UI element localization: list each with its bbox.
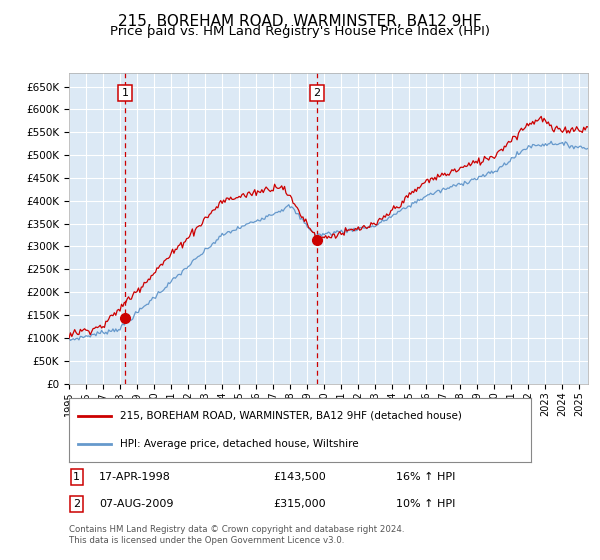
Text: £315,000: £315,000 bbox=[273, 499, 326, 509]
Text: 2: 2 bbox=[73, 499, 80, 509]
Text: 1: 1 bbox=[73, 472, 80, 482]
Text: 1: 1 bbox=[121, 88, 128, 98]
Text: Price paid vs. HM Land Registry's House Price Index (HPI): Price paid vs. HM Land Registry's House … bbox=[110, 25, 490, 38]
Text: 215, BOREHAM ROAD, WARMINSTER, BA12 9HF (detached house): 215, BOREHAM ROAD, WARMINSTER, BA12 9HF … bbox=[120, 410, 461, 421]
Text: 17-APR-1998: 17-APR-1998 bbox=[99, 472, 171, 482]
Text: 07-AUG-2009: 07-AUG-2009 bbox=[99, 499, 173, 509]
Text: 10% ↑ HPI: 10% ↑ HPI bbox=[396, 499, 455, 509]
Text: 215, BOREHAM ROAD, WARMINSTER, BA12 9HF: 215, BOREHAM ROAD, WARMINSTER, BA12 9HF bbox=[118, 14, 482, 29]
Text: 2: 2 bbox=[314, 88, 320, 98]
Text: HPI: Average price, detached house, Wiltshire: HPI: Average price, detached house, Wilt… bbox=[120, 439, 358, 449]
Text: £143,500: £143,500 bbox=[273, 472, 326, 482]
Text: 16% ↑ HPI: 16% ↑ HPI bbox=[396, 472, 455, 482]
Text: Contains HM Land Registry data © Crown copyright and database right 2024.
This d: Contains HM Land Registry data © Crown c… bbox=[69, 525, 404, 545]
